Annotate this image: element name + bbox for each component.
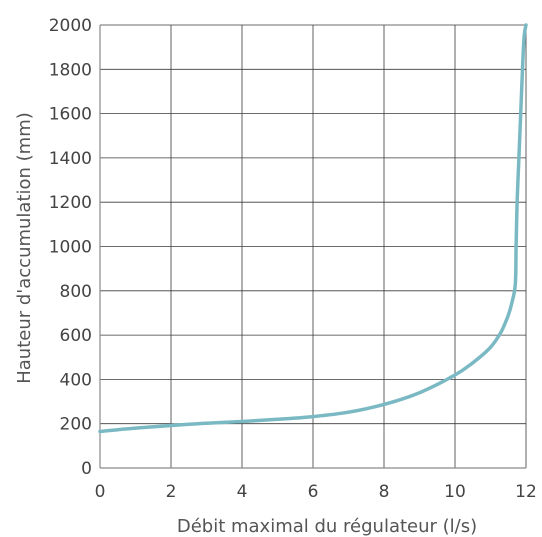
y-tick-label: 1000 xyxy=(49,238,92,258)
x-tick-label: 0 xyxy=(95,482,106,502)
x-tick-labels: 0 2 4 6 8 10 12 xyxy=(95,482,537,502)
axes xyxy=(99,25,526,469)
y-tick-labels: 0 200 400 600 800 1000 1200 1400 1600 1800 2000 xyxy=(49,16,92,479)
y-tick-label: 600 xyxy=(60,326,92,346)
y-tick-label: 800 xyxy=(60,282,92,302)
series-group xyxy=(98,23,528,434)
series-line-0 xyxy=(98,23,528,434)
x-tick-label: 6 xyxy=(308,482,319,502)
x-axis-label: Débit maximal du régulateur (l/s) xyxy=(177,516,477,537)
x-tick-label: 8 xyxy=(379,482,390,502)
x-tick-label: 10 xyxy=(444,482,466,502)
y-tick-label: 1400 xyxy=(49,149,92,169)
y-tick-label: 1800 xyxy=(49,60,92,80)
y-tick-label: 1200 xyxy=(49,193,92,213)
y-tick-label: 200 xyxy=(60,415,92,435)
y-tick-label: 1600 xyxy=(49,105,92,125)
y-tick-label: 0 xyxy=(81,459,92,479)
x-tick-label: 2 xyxy=(166,482,177,502)
y-axis-label: Hauteur d'accumulation (mm) xyxy=(14,112,35,384)
x-tick-label: 12 xyxy=(515,482,537,502)
x-tick-label: 4 xyxy=(237,482,248,502)
y-tick-label: 2000 xyxy=(49,16,92,36)
grid-lines xyxy=(100,24,527,468)
y-tick-label: 400 xyxy=(60,370,92,390)
